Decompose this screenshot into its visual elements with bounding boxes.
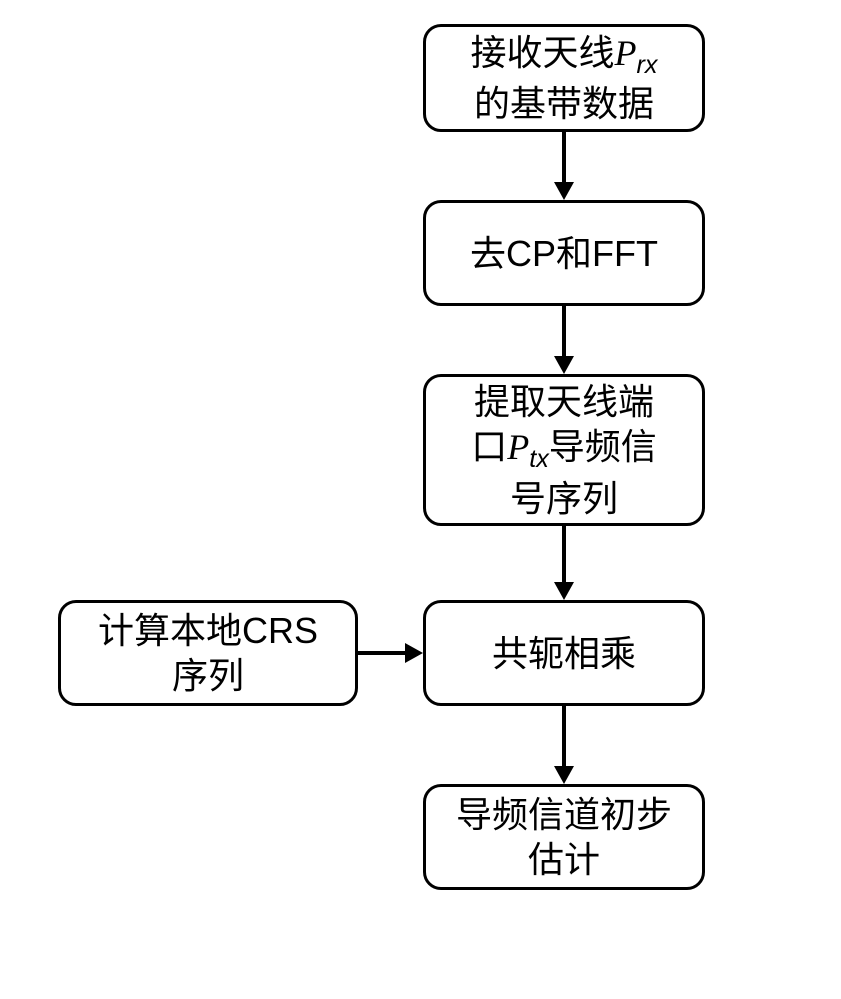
arrow-line xyxy=(358,651,407,655)
text-var: P xyxy=(615,33,637,73)
node-conjugate-multiply: 共轭相乘 xyxy=(423,600,705,706)
node-cp-fft: 去CP和FFT xyxy=(423,200,705,306)
node-text: 导频信道初步估计 xyxy=(456,792,672,882)
node-receive-antenna: 接收天线Prx 的基带数据 xyxy=(423,24,705,132)
node-local-crs: 计算本地CRS序列 xyxy=(58,600,358,706)
node-text: 计算本地CRS序列 xyxy=(98,608,318,698)
text-line2a: 口 xyxy=(471,426,507,467)
text-var: P xyxy=(507,427,529,467)
text-pre: 接收天线 xyxy=(471,32,615,73)
text-line3: 号序列 xyxy=(510,478,618,519)
arrow-head-down-icon xyxy=(554,582,574,600)
node-text: 接收天线Prx 的基带数据 xyxy=(471,30,658,127)
node-text: 去CP和FFT xyxy=(470,231,658,276)
node-pilot-channel-estimate: 导频信道初步估计 xyxy=(423,784,705,890)
text-line1: 导频信道初步 xyxy=(456,794,672,835)
arrow-line xyxy=(562,526,566,584)
arrow-line xyxy=(562,706,566,768)
arrow-head-right-icon xyxy=(405,643,423,663)
text-line1: 提取天线端 xyxy=(474,381,654,422)
text-line1: 计算本地CRS xyxy=(98,610,318,651)
arrow-line xyxy=(562,132,566,184)
text-sub: rx xyxy=(637,51,658,79)
arrow-head-down-icon xyxy=(554,766,574,784)
arrow-head-down-icon xyxy=(554,356,574,374)
arrow-head-down-icon xyxy=(554,182,574,200)
arrow-line xyxy=(562,306,566,358)
text-line2b: 导频信 xyxy=(549,426,657,467)
node-extract-pilot: 提取天线端口Ptx导频信号序列 xyxy=(423,374,705,526)
node-text: 提取天线端口Ptx导频信号序列 xyxy=(471,379,657,521)
text-sub: tx xyxy=(529,445,549,473)
text-line2: 估计 xyxy=(528,839,600,880)
text-post: 的基带数据 xyxy=(474,83,654,124)
node-text: 共轭相乘 xyxy=(492,631,636,676)
text-line2: 序列 xyxy=(172,655,244,696)
